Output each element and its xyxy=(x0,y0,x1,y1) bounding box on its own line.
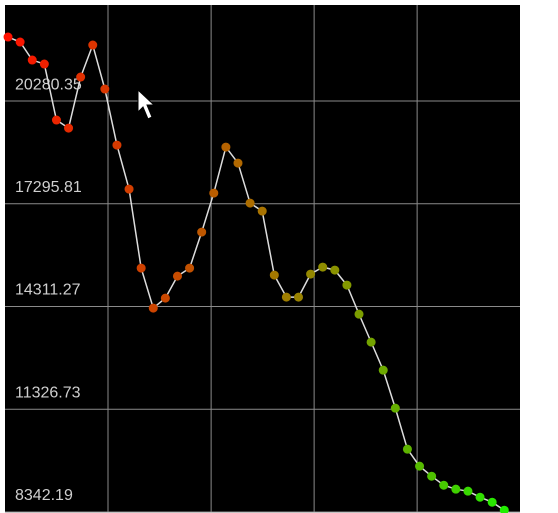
y-tick-label: 17295.81 xyxy=(15,179,82,196)
data-point xyxy=(172,271,182,281)
data-point xyxy=(366,337,376,347)
data-point xyxy=(27,55,37,65)
data-point xyxy=(487,497,497,507)
y-tick-label: 8342.19 xyxy=(15,487,73,504)
data-point xyxy=(257,206,267,216)
data-point xyxy=(402,444,412,454)
data-point xyxy=(439,480,449,490)
data-point xyxy=(463,486,473,496)
data-point xyxy=(100,84,110,94)
data-point xyxy=(3,32,13,42)
data-point xyxy=(64,123,74,133)
data-point xyxy=(330,265,340,275)
data-point xyxy=(427,471,437,481)
data-point xyxy=(185,263,195,273)
data-point xyxy=(112,140,122,150)
data-point xyxy=(342,280,352,290)
data-point xyxy=(378,365,388,375)
marks xyxy=(3,32,509,513)
data-point xyxy=(245,198,255,208)
plot-background xyxy=(5,5,520,512)
data-point xyxy=(354,309,364,319)
data-point xyxy=(281,292,291,302)
data-point xyxy=(318,262,328,272)
y-tick-label: 14311.27 xyxy=(15,282,81,299)
data-point xyxy=(197,227,207,237)
data-point xyxy=(475,492,485,502)
data-point xyxy=(415,461,425,471)
data-point xyxy=(269,270,279,280)
data-point xyxy=(39,59,49,69)
data-point xyxy=(294,292,304,302)
data-point xyxy=(76,72,86,82)
data-point xyxy=(221,142,231,152)
data-point xyxy=(390,403,400,413)
data-point xyxy=(148,303,158,313)
mouse-cursor xyxy=(137,88,156,120)
data-point xyxy=(233,158,243,168)
data-point xyxy=(124,184,134,194)
data-point xyxy=(15,37,25,47)
data-point xyxy=(160,293,170,303)
data-point xyxy=(209,188,219,198)
data-point xyxy=(88,40,98,50)
data-point xyxy=(51,115,61,125)
data-point xyxy=(136,263,146,273)
data-point xyxy=(499,505,509,513)
y-tick-label: 11326.73 xyxy=(15,384,81,401)
data-point xyxy=(451,484,461,494)
data-point xyxy=(306,269,316,279)
